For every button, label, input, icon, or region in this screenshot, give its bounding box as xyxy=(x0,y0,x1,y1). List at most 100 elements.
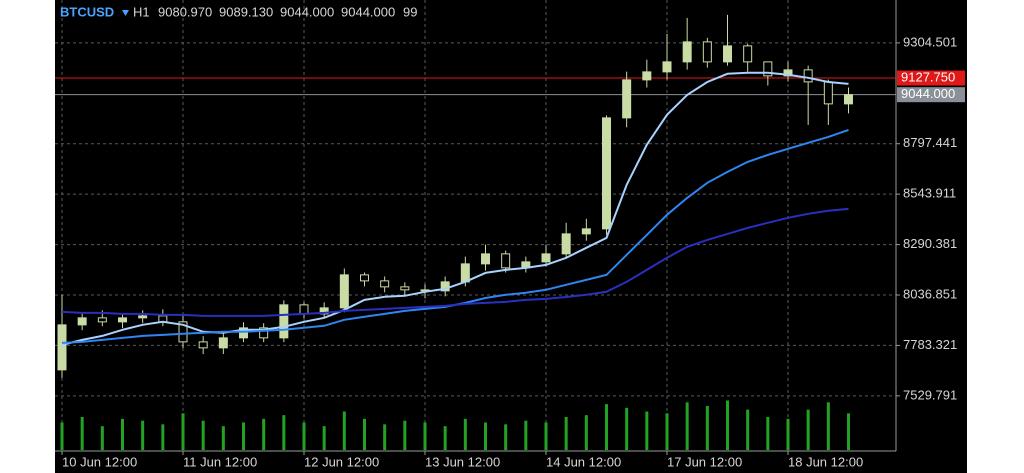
volume-bar xyxy=(685,402,689,450)
y-tick-label: 9304.501 xyxy=(903,34,957,49)
volume-bar xyxy=(645,411,649,450)
price-label: 9044.000 xyxy=(901,86,955,101)
volume-bar xyxy=(80,417,84,450)
volume-bar xyxy=(141,420,145,450)
y-tick-label: 8036.851 xyxy=(903,286,957,301)
candle-body xyxy=(279,304,289,339)
volume-bar xyxy=(201,420,205,450)
volume-bar xyxy=(121,418,124,450)
volume-bar xyxy=(826,402,830,450)
volume-bar xyxy=(544,422,548,450)
candle-body xyxy=(77,317,87,326)
volume-bar xyxy=(766,417,770,450)
y-tick-label: 7529.791 xyxy=(903,387,957,402)
volume-bar xyxy=(463,418,467,450)
candle-body xyxy=(602,117,611,230)
candle-body xyxy=(642,71,652,81)
volume-bar xyxy=(403,420,407,450)
moving-average-line xyxy=(61,207,849,317)
ohlc-close: 9044.000 xyxy=(341,4,395,19)
candle-body xyxy=(218,337,228,349)
candle-body xyxy=(380,280,390,288)
x-tick-label: 11 Jun 12:00 xyxy=(183,454,257,469)
volume-bar xyxy=(726,400,729,450)
ohlc-high: 9089.130 xyxy=(219,4,273,19)
volume-bar xyxy=(484,422,487,450)
ohlc-low: 9044.000 xyxy=(280,4,334,19)
candle-body xyxy=(440,281,450,292)
candle-body xyxy=(783,69,793,77)
volume-bar xyxy=(443,426,447,450)
candle-body xyxy=(97,317,107,323)
y-tick-label: 8797.441 xyxy=(903,135,957,150)
volume-bar xyxy=(564,417,568,450)
volume-bar xyxy=(524,420,528,450)
x-tick-label: 10 Jun 12:00 xyxy=(62,454,137,469)
candle-body xyxy=(803,69,813,83)
candle-body xyxy=(844,94,853,105)
candle-body xyxy=(481,253,490,265)
candle-body xyxy=(460,263,470,283)
volume-bar xyxy=(242,422,245,450)
volume-bar xyxy=(363,418,366,450)
candle-body xyxy=(561,233,571,255)
volume-bar xyxy=(584,415,588,450)
candle-body xyxy=(763,61,773,77)
candle-body xyxy=(259,327,269,339)
x-tick-label: 18 Jun 12:00 xyxy=(788,454,863,469)
ohlc-volume: 99 xyxy=(403,4,417,19)
volume-bar xyxy=(665,413,669,450)
symbol-dropdown-icon[interactable] xyxy=(122,10,129,16)
volume-bar xyxy=(423,422,427,450)
candle-body xyxy=(178,321,188,343)
volume-bar xyxy=(705,406,709,450)
chart-background xyxy=(55,0,967,473)
volume-bar xyxy=(221,426,225,450)
candle-body xyxy=(581,228,591,235)
candle-body xyxy=(339,274,349,309)
volume-bar xyxy=(282,415,286,450)
volume-bar xyxy=(161,424,165,450)
x-tick-label: 13 Jun 12:00 xyxy=(425,454,500,469)
volume-bar xyxy=(100,426,104,450)
x-tick-label: 17 Jun 12:00 xyxy=(667,454,742,469)
x-tick-label: 14 Jun 12:00 xyxy=(546,454,621,469)
volume-bar xyxy=(746,409,750,450)
volume-bar xyxy=(625,407,629,450)
ohlc-open: 9080.970 xyxy=(158,4,212,19)
volume-bar xyxy=(302,422,306,450)
candle-body xyxy=(723,45,732,63)
volume-bar xyxy=(806,409,810,450)
candle-body xyxy=(57,324,67,371)
candle-body xyxy=(501,253,511,269)
candle-body xyxy=(622,79,632,119)
x-tick-label: 12 Jun 12:00 xyxy=(304,454,379,469)
candle-body xyxy=(702,41,712,63)
volume-bar xyxy=(181,413,185,450)
candle-body xyxy=(299,304,309,315)
candle-body xyxy=(239,327,248,339)
candle-body xyxy=(360,274,369,282)
price-label: 9127.750 xyxy=(901,69,955,84)
y-tick-label: 7783.321 xyxy=(903,337,957,352)
candle-body xyxy=(138,315,148,319)
candle-body xyxy=(198,341,208,349)
volume-bar xyxy=(262,418,266,450)
header: BTCUSD H1 9080.970 9089.130 9044.000 904… xyxy=(60,4,417,19)
volume-bar xyxy=(504,424,508,450)
volume-bar xyxy=(847,413,850,450)
candle-body xyxy=(118,317,127,323)
candle-body xyxy=(400,286,410,291)
candle-body xyxy=(541,253,551,263)
candle-body xyxy=(823,81,833,105)
symbol[interactable]: BTCUSD xyxy=(60,4,114,19)
price-label-box xyxy=(897,70,965,86)
volume-bar xyxy=(342,411,346,450)
volume-bar xyxy=(322,426,326,450)
volume-bar xyxy=(786,418,790,450)
candle-body xyxy=(743,45,753,63)
timeframe: H1 xyxy=(133,4,150,19)
y-tick-label: 8543.911 xyxy=(903,186,956,201)
moving-average-line xyxy=(61,71,849,346)
